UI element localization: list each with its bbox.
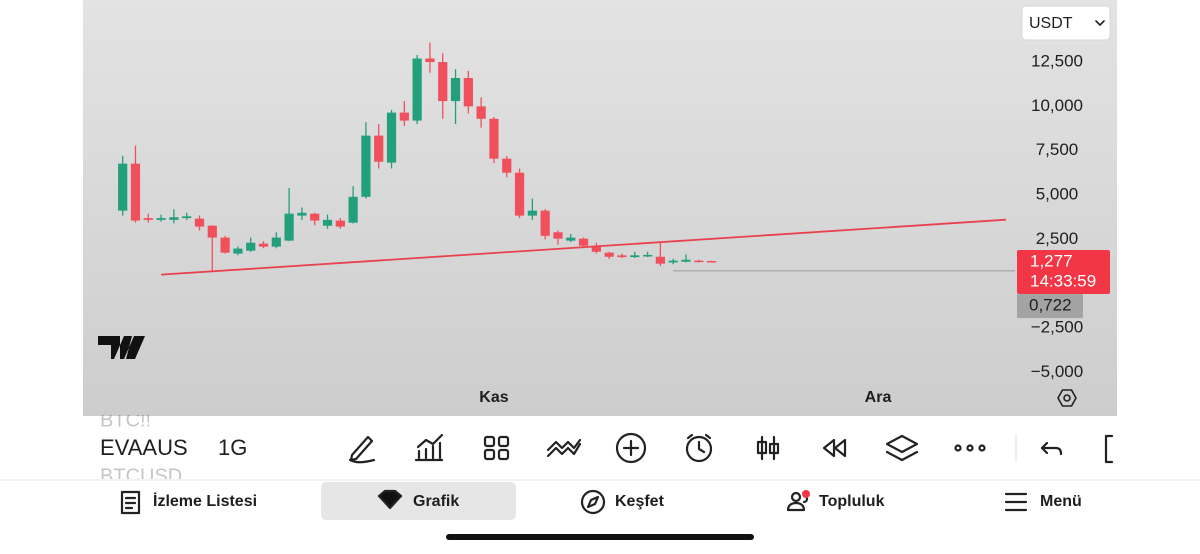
symbol[interactable]: EVAAUS (100, 435, 188, 460)
candle-body (284, 213, 294, 241)
candle-body (118, 163, 128, 211)
candle-body (271, 237, 281, 247)
interval[interactable]: 1G (218, 435, 247, 460)
price-line-label: 0,722 (1029, 296, 1072, 315)
candle-body (182, 216, 192, 219)
candle-body (156, 218, 166, 220)
y-tick-label: −2,500 (1031, 318, 1083, 337)
plot-area (118, 42, 1015, 276)
candle-body (386, 112, 397, 163)
candle-body (540, 210, 550, 236)
nav-selected-bg (321, 482, 516, 520)
nav-item[interactable]: İzleme Listesi (153, 492, 257, 510)
symbol-above: BTC!! (100, 409, 151, 431)
candle-body (591, 245, 601, 252)
candle-body (604, 252, 614, 257)
candle-body (322, 219, 333, 226)
settings-icon[interactable] (1057, 389, 1077, 407)
trend-line (161, 218, 1007, 276)
candle-body (258, 243, 269, 247)
y-tick-label: 12,500 (1031, 52, 1083, 71)
candle-body (143, 218, 153, 220)
candle-body (642, 254, 653, 257)
toolbar-icons[interactable] (348, 432, 1114, 464)
candle-body (220, 237, 230, 253)
candle-body (335, 220, 345, 227)
candle-body (169, 217, 179, 220)
nav-item[interactable]: Grafik (413, 493, 459, 510)
candle-body (438, 62, 448, 102)
candle-body (297, 212, 307, 216)
candle-body (617, 255, 627, 258)
candle-body (399, 112, 409, 121)
y-tick-label: −5,000 (1031, 362, 1083, 381)
candle-body (514, 172, 525, 216)
y-tick-label: 7,500 (1036, 140, 1079, 159)
countdown: 14:33:59 (1030, 272, 1096, 291)
nav-icons (120, 489, 1028, 515)
currency-label: USDT (1029, 15, 1073, 32)
candle-body (655, 256, 665, 264)
candle-body (194, 218, 205, 227)
candle-body (412, 58, 422, 121)
currency-selector[interactable] (1021, 5, 1111, 41)
last-price-badge (1017, 250, 1110, 295)
candle-body (463, 78, 473, 107)
candle-body (476, 106, 486, 119)
candle-body (348, 196, 358, 223)
nav-item[interactable]: Keşfet (615, 493, 665, 510)
y-tick-label: 5,000 (1036, 185, 1079, 204)
symbol-below: BTCUSD (100, 465, 182, 487)
candle-body (553, 232, 563, 239)
nav-item[interactable]: Topluluk (819, 493, 885, 510)
candle-body (502, 158, 512, 173)
price-line-badge (1017, 294, 1083, 319)
candle-body (694, 260, 704, 263)
candle-body (527, 210, 537, 216)
x-tick-label: Ara (865, 389, 892, 406)
candle-body (668, 260, 678, 263)
home-indicator (446, 534, 754, 540)
candle-body (706, 261, 717, 263)
candle-body (374, 135, 384, 162)
candle-body (450, 78, 461, 102)
candle-body (246, 242, 256, 251)
price-axis: −5,000 −2,500 2,500 5,000 7,500 10,000 12,500 (1031, 52, 1083, 381)
candle-body (425, 58, 435, 63)
candle-body (207, 225, 217, 238)
chart-panel (83, 0, 1117, 416)
x-tick-label: Kas (479, 389, 508, 406)
candle-body (130, 163, 141, 221)
last-price-label: 1,277 (1030, 252, 1073, 271)
y-tick-label: 2,500 (1036, 229, 1079, 248)
candle-body (681, 259, 691, 262)
notification-dot (802, 490, 810, 498)
nav-item[interactable]: Menü (1040, 493, 1082, 510)
candle-body (361, 135, 371, 197)
candle-body (310, 213, 320, 221)
candle-body (233, 248, 243, 254)
logo (98, 336, 145, 359)
candle-body (578, 238, 589, 246)
settings-icon-center (1063, 394, 1071, 402)
candle-body (630, 255, 640, 258)
candle-body (489, 118, 499, 159)
candle-body (566, 237, 576, 241)
y-tick-label: 10,000 (1031, 96, 1083, 115)
chevron-icon (1095, 20, 1105, 26)
